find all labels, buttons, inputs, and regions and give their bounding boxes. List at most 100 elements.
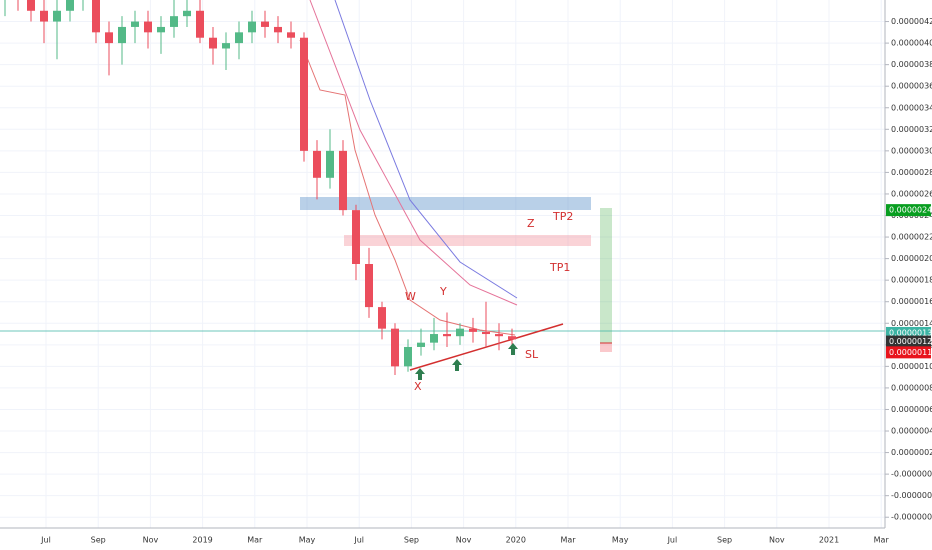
candle-body [235, 32, 243, 44]
candle-body [222, 43, 230, 49]
x-tick-label: 2019 [192, 536, 212, 545]
candle-body [105, 32, 113, 44]
candle-body [313, 150, 321, 178]
y-tick-label: -0.00000000 [891, 470, 932, 479]
x-tick-label: Sep [717, 536, 732, 545]
candle-body [365, 264, 373, 308]
candle-body [66, 0, 74, 11]
target-box [600, 208, 612, 343]
candle-body [482, 331, 490, 335]
overlays: W X Y Z TP1 TP2 SL [0, 0, 885, 393]
x-tick-label: Jul [40, 536, 51, 545]
candle-body [469, 328, 477, 332]
candle-body [443, 334, 451, 337]
candle-body [430, 334, 438, 343]
candle-body [40, 10, 48, 22]
candle-body [92, 0, 100, 33]
candle-body [339, 150, 347, 211]
candle-body [183, 10, 191, 17]
x-tick-label: Sep [91, 536, 106, 545]
candle-body [404, 346, 412, 367]
candle-body [170, 16, 178, 27]
x-tick-label: Nov [456, 536, 472, 545]
candles [4, 0, 516, 375]
x-tick-label: Mar [874, 536, 890, 545]
candle-body [131, 21, 139, 27]
candle-body [417, 342, 425, 347]
x-tick-label: Sep [404, 536, 419, 545]
annotation: W [405, 290, 416, 303]
arrow [508, 343, 518, 355]
candle-body [326, 150, 334, 178]
candle-body [27, 0, 35, 11]
x-tick-label: Nov [769, 536, 785, 545]
annotation: Y [439, 285, 447, 298]
candle-body [378, 307, 386, 329]
price-marker-label: 0.00000245 [889, 206, 932, 215]
x-tick-label: Mar [560, 536, 576, 545]
annotation: SL [525, 348, 539, 361]
annotation: X [414, 380, 422, 393]
annotation: TP2 [552, 210, 573, 223]
stop-box [600, 343, 612, 352]
zone [344, 235, 591, 246]
price-marker-label: 0.00000123 [889, 337, 932, 346]
price-marker [886, 335, 931, 348]
y-tick-label: -0.00000020 [891, 491, 932, 500]
price-marker-label: 0.00000131 [889, 328, 932, 337]
ma-line [309, 0, 518, 306]
candle-body [118, 26, 126, 44]
candle-body [274, 26, 282, 33]
x-tick-label: Jul [353, 536, 364, 545]
candle-body [209, 37, 217, 49]
candle-body [495, 334, 503, 337]
grid [0, 0, 885, 528]
x-tick-label: 2020 [506, 536, 526, 545]
annotation: Z [527, 217, 535, 230]
arrow [415, 368, 425, 380]
price-marker-label: 0.00000113 [889, 348, 932, 357]
candle-body [157, 26, 165, 33]
arrow [452, 359, 462, 371]
x-tick-label: Jul [667, 536, 678, 545]
x-tick-label: May [299, 536, 316, 545]
price-marker [886, 204, 931, 217]
x-tick-label: May [612, 536, 629, 545]
x-tick-label: Mar [247, 536, 263, 545]
candle-body [456, 328, 464, 337]
price-marker [886, 346, 931, 359]
candle-body [248, 21, 256, 33]
ma-line [334, 0, 518, 299]
x-tick-label: Nov [143, 536, 159, 545]
candle-body [508, 336, 516, 340]
trend-line [409, 323, 564, 371]
candle-body [261, 21, 269, 27]
candle-body [287, 32, 295, 38]
candle-body [53, 10, 61, 22]
y-tick-label: 0.00000020 [891, 448, 932, 457]
candle-body [300, 37, 308, 151]
annotation: TP1 [549, 261, 570, 274]
x-tick-label: 2021 [819, 536, 839, 545]
